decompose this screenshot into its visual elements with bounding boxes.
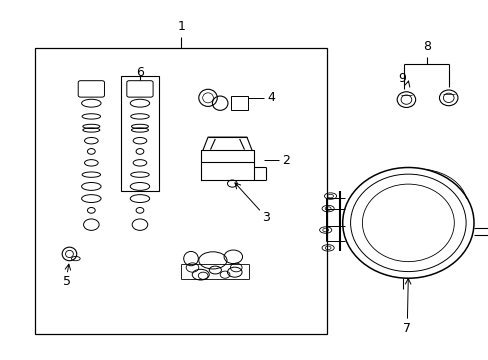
Text: 3: 3: [262, 211, 270, 224]
Text: 6: 6: [136, 66, 143, 79]
Bar: [35, 48, 326, 334]
Text: 9: 9: [398, 72, 406, 85]
Text: 8: 8: [422, 40, 430, 53]
Text: 4: 4: [267, 91, 275, 104]
Bar: [230, 96, 247, 110]
Text: 7: 7: [403, 322, 410, 335]
Text: 2: 2: [281, 154, 289, 167]
Text: 5: 5: [63, 275, 71, 288]
Bar: [120, 76, 159, 191]
Text: 1: 1: [177, 20, 185, 33]
